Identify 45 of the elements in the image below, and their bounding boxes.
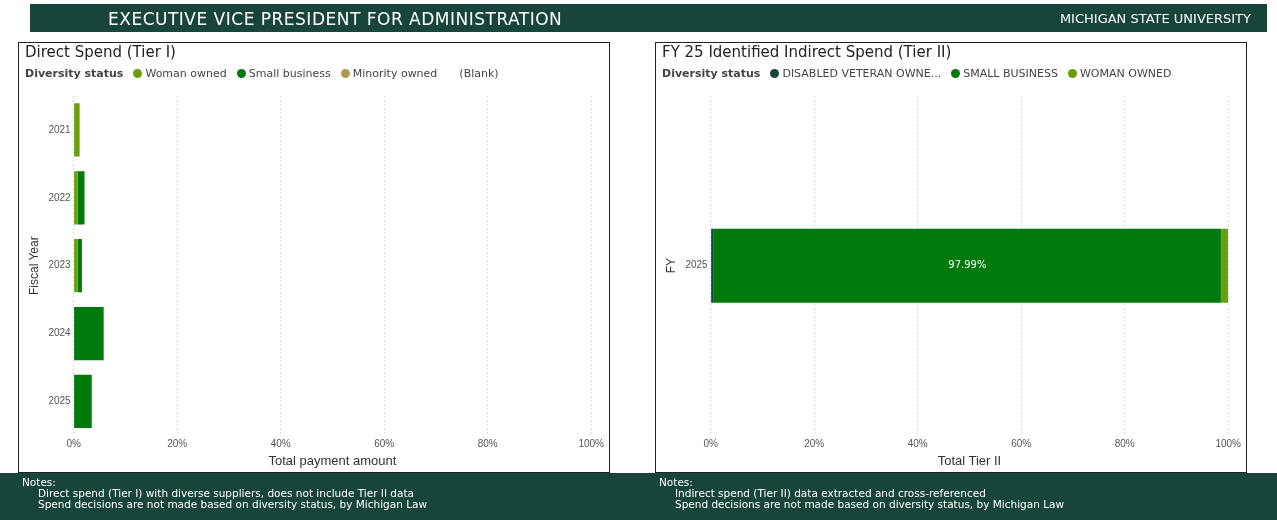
legend-label: Minority owned [351, 67, 438, 80]
x-tick-label: 0% [66, 438, 81, 450]
y-tick-label: 2022 [48, 191, 72, 203]
y-tick-label: 2021 [48, 123, 72, 135]
text: (Blank) [458, 67, 499, 80]
x-tick-label: 40% [270, 438, 291, 450]
text: EXECUTIVE VICE PRESIDENT FOR ADMINISTRATION [108, 9, 563, 29]
x-tick-label: 80% [1114, 438, 1135, 450]
x-tick-label: 20% [804, 438, 825, 450]
x-tick-label: 60% [1011, 438, 1032, 450]
legend-title: Diversity status [662, 67, 761, 80]
text: Notes: [22, 476, 57, 488]
bar [1220, 228, 1229, 303]
x-tick-label: 40% [907, 438, 928, 450]
legend-label: Small business [247, 67, 331, 80]
legend-title: Diversity status [25, 67, 124, 80]
data-label: 97.99% [948, 259, 987, 271]
text: Indirect spend (Tier II) data extracted and cross-referenced [674, 487, 986, 499]
bar [711, 228, 714, 303]
y-tick-label: 2024 [48, 327, 72, 339]
chart-title: FY 25 Identified Indirect Spend (Tier II) [662, 43, 952, 61]
x-tick-label: 20% [167, 438, 188, 450]
y-tick-label: 2025 [685, 259, 709, 271]
legend-label: Woman owned [144, 67, 227, 80]
text: Spend decisions are not made based on diversity status, by Michigan Law [674, 498, 1065, 510]
y-tick-label: 2023 [48, 259, 72, 271]
legend-label: DISABLED VETERAN OWNE... [781, 67, 942, 80]
chart-title: Direct Spend (Tier I) [25, 43, 176, 61]
text: Spend decisions are not made based on diversity status, by Michigan Law [37, 498, 428, 510]
x-tick-label: 100% [578, 438, 605, 450]
legend-label: WOMAN OWNED [1078, 67, 1172, 80]
y-axis-title: Fiscal Year [26, 236, 41, 296]
x-tick-label: 80% [477, 438, 498, 450]
legend-label: SMALL BUSINESS [962, 67, 1058, 80]
text: Direct spend (Tier I) with diverse suppliers, does not include Tier II data [37, 487, 415, 499]
text: Notes: [659, 476, 694, 488]
x-axis-title: Total payment amount [268, 452, 397, 468]
y-tick-label: 2025 [48, 395, 72, 407]
bar [713, 228, 1221, 303]
y-axis-title: FY [663, 258, 678, 274]
x-tick-label: 60% [374, 438, 395, 450]
text: MICHIGAN STATE UNIVERSITY [1059, 11, 1251, 26]
x-axis-title: Total Tier II [937, 452, 1002, 468]
x-tick-label: 0% [703, 438, 718, 450]
x-tick-label: 100% [1215, 438, 1242, 450]
